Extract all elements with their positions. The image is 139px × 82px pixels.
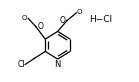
Text: Cl: Cl	[17, 60, 25, 69]
Text: N: N	[54, 60, 61, 69]
Text: O: O	[37, 22, 43, 31]
Text: O: O	[60, 16, 66, 25]
Text: O: O	[77, 9, 82, 15]
Text: O: O	[22, 15, 27, 20]
Text: H−Cl: H−Cl	[90, 15, 113, 24]
